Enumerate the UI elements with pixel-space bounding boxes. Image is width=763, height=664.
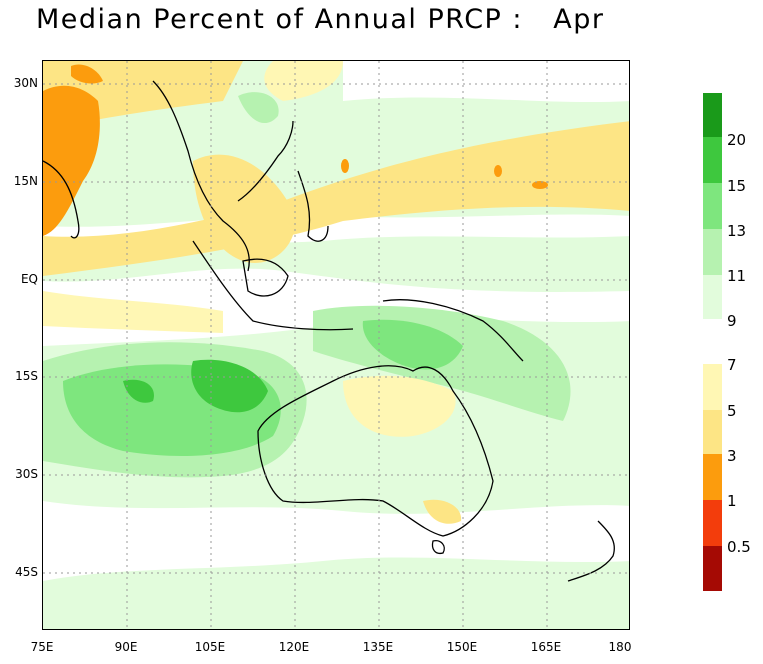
australia-coast: [257, 365, 494, 537]
precipitation-map: [43, 61, 629, 629]
grid-lines: [43, 61, 629, 629]
lon-label-75e: 75E: [30, 640, 54, 654]
indochina-coast: [152, 80, 250, 272]
colorbar-swatch-wet-2: [703, 137, 722, 183]
lat-label-15n: 15N: [13, 174, 38, 188]
lat-label-eq: EQ: [20, 272, 38, 286]
colorbar-swatch-wet-5: [703, 275, 722, 319]
colorbar-label-7: 7: [727, 356, 737, 374]
borneo-coast: [242, 258, 289, 297]
map-plot-area: [42, 60, 630, 630]
lon-label-105e: 105E: [194, 640, 226, 654]
colorbar-label-9: 9: [727, 312, 737, 330]
lat-label-15s: 15S: [15, 369, 38, 383]
colorbar-label-5: 5: [727, 402, 737, 420]
vietnam-coast: [237, 120, 294, 202]
dry-patch-se-australia: [423, 499, 462, 524]
tasmania-coast: [431, 540, 445, 555]
dry-patch-india: [43, 85, 100, 236]
colorbar-label-3: 3: [727, 447, 737, 465]
lat-label-45s: 45S: [15, 565, 38, 579]
wet-core-south-indian-2: [123, 379, 154, 403]
colorbar-swatch-dry-2: [703, 410, 722, 454]
dry-spot-pacific-3: [532, 181, 548, 189]
wet-patch-south-china: [238, 92, 279, 124]
colorbar-label-11: 11: [727, 267, 747, 285]
dry-patch-china: [264, 61, 343, 101]
white-band-top: [343, 61, 629, 103]
colorbar-swatch-dry-5: [703, 546, 722, 591]
dry-patch-himalaya: [71, 64, 103, 84]
colorbar-label-15: 15: [727, 177, 747, 195]
india-coast: [43, 160, 80, 239]
colorbar-swatch-dry-3: [703, 454, 722, 500]
colorbar-label-0-5: 0.5: [727, 538, 751, 556]
colorbar-label-20: 20: [727, 131, 747, 149]
new-guinea-coast: [382, 299, 524, 362]
colorbar-swatch-dry-1: [703, 364, 722, 410]
colorbar-swatch-wet-4: [703, 229, 722, 275]
philippines-coast: [297, 170, 329, 242]
dry-band-indian-ocean: [43, 291, 223, 333]
colorbar-swatch-wet-3: [703, 183, 722, 229]
dry-spot-pacific-1: [341, 159, 349, 173]
colorbar-swatch-wet-1: [703, 93, 722, 137]
lat-label-30n: 30N: [13, 76, 38, 90]
wet-core-south-indian: [191, 359, 268, 413]
lon-label-120e: 120E: [278, 640, 310, 654]
dry-patch-australia: [343, 375, 456, 437]
sumatra-java-coast: [192, 240, 354, 331]
white-band-south: [43, 501, 629, 581]
colorbar-swatch-dry-4: [703, 500, 722, 546]
colorbar-label-1: 1: [727, 492, 737, 510]
new-zealand-coast: [567, 520, 615, 582]
dry-band-north-pacific: [43, 121, 629, 276]
coastlines: [43, 80, 615, 582]
lon-label-180: 180: [608, 640, 632, 654]
colorbar-label-13: 13: [727, 222, 747, 240]
lon-label-165e: 165E: [530, 640, 562, 654]
lon-label-90e: 90E: [114, 640, 138, 654]
chart-title: Median Percent of Annual PRCP : Apr: [36, 4, 605, 35]
lon-label-135e: 135E: [362, 640, 394, 654]
lat-label-30s: 30S: [15, 467, 38, 481]
lon-label-150e: 150E: [446, 640, 478, 654]
wet-patch-new-guinea: [362, 319, 463, 370]
dry-spot-pacific-2: [494, 165, 502, 177]
